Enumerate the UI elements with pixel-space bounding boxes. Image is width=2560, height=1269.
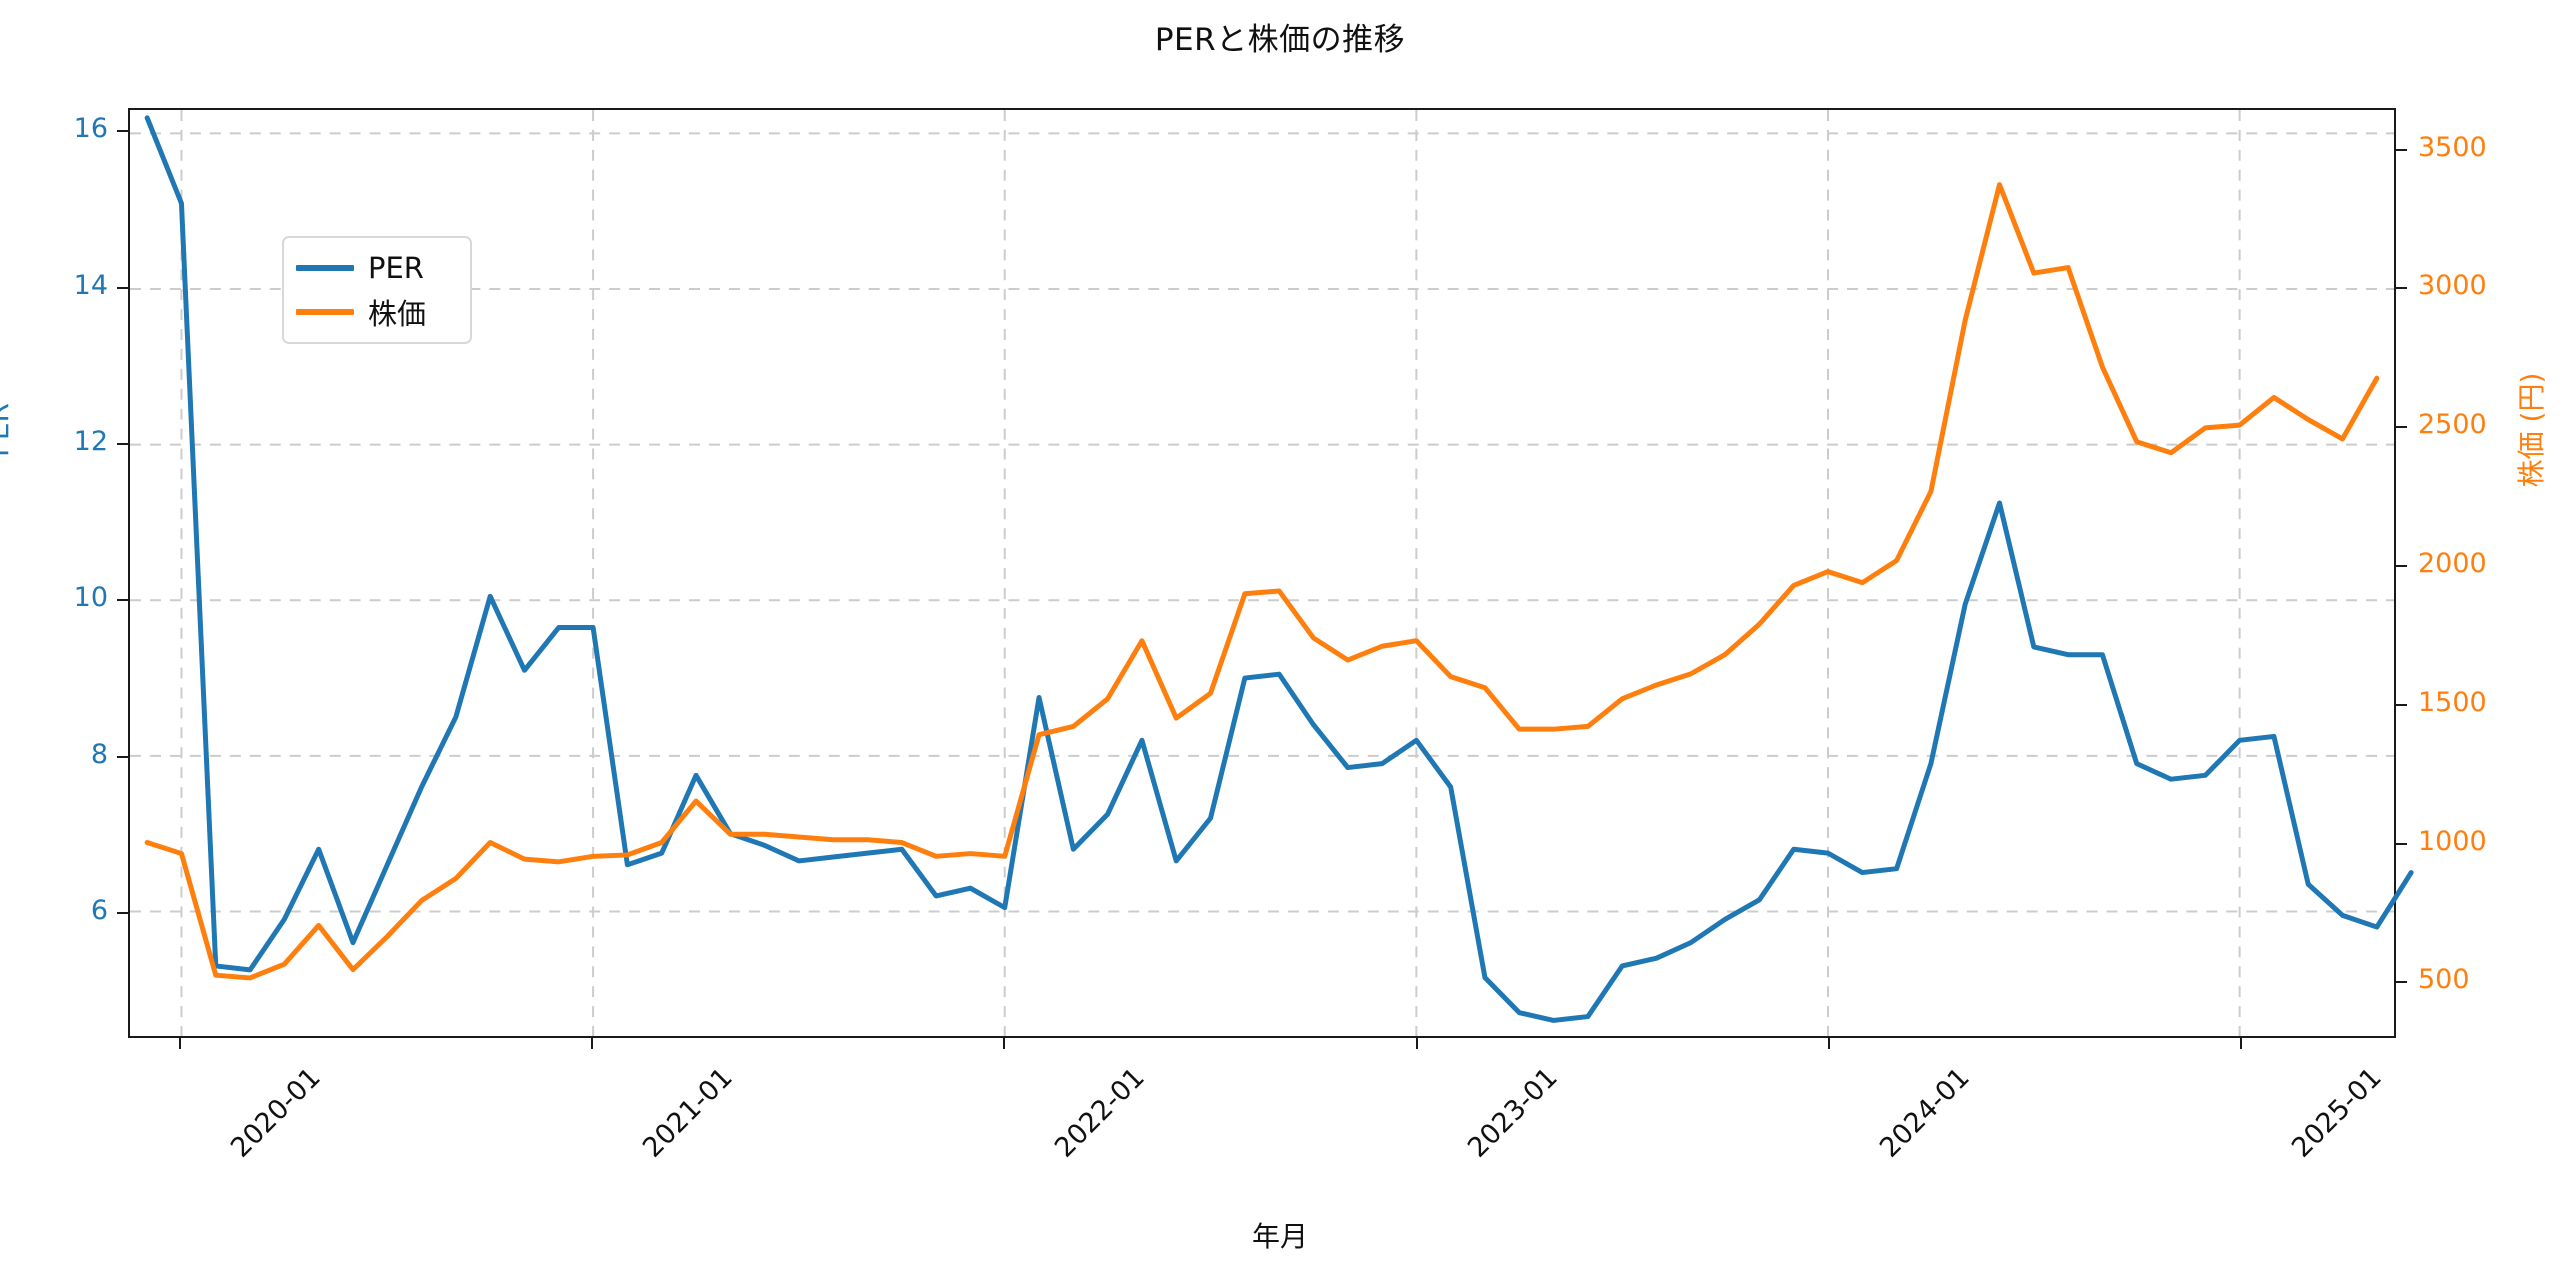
y-left-tick-mark [117, 599, 128, 602]
plot-area: PER 株価 [128, 108, 2414, 1038]
x-tick-label: 2025-01 [2286, 1062, 2389, 1164]
y-left-tick-label: 10 [73, 582, 108, 614]
y-left-tick-label: 6 [90, 894, 108, 926]
y-axis-right-title: 株価 (円) [2515, 372, 2548, 488]
y-right-tick-mark [2396, 703, 2407, 706]
legend-item-per[interactable]: PER [296, 246, 458, 290]
y-right-tick-label: 3000 [2418, 270, 2487, 302]
grid-layer [130, 110, 2394, 1036]
x-tick-mark [1003, 1038, 1006, 1049]
y-left-tick-mark [117, 130, 128, 133]
y-right-tick-label: 500 [2418, 964, 2470, 996]
y-right-tick-label: 2000 [2418, 548, 2487, 580]
y-right-tick-mark [2396, 148, 2407, 151]
x-tick-mark [178, 1038, 181, 1049]
y-right-tick-mark [2396, 287, 2407, 290]
y-left-tick-mark [117, 443, 128, 446]
page-title: PERと株価の推移 [1154, 22, 1406, 58]
x-tick-label: 2023-01 [1461, 1062, 1564, 1164]
x-tick-mark [1415, 1038, 1418, 1049]
y-left-tick-label: 12 [73, 426, 108, 458]
x-tick-mark [1828, 1038, 1830, 1049]
y-right-tick-mark [2396, 426, 2407, 429]
y-left-tick-label: 16 [73, 113, 108, 145]
y-left-tick-label: 14 [73, 269, 108, 301]
legend-item-price[interactable]: 株価 [296, 290, 458, 334]
y-right-tick-label: 3500 [2418, 131, 2487, 163]
x-tick-label: 2020-01 [224, 1062, 327, 1164]
y-right-tick-mark [2396, 981, 2407, 984]
y-right-tick-label: 2500 [2418, 409, 2487, 441]
x-axis-title: 年月 [1251, 1220, 1308, 1253]
series-line-PER [144, 115, 2414, 1023]
x-tick-mark [590, 1038, 593, 1049]
series-line-株価 [144, 182, 2380, 981]
y-left-tick-mark [117, 286, 128, 289]
y-right-tick-mark [2396, 565, 2407, 568]
x-tick-label: 2024-01 [1874, 1062, 1976, 1164]
legend-swatch-per [296, 265, 354, 271]
x-tick-label: 2022-01 [1049, 1062, 1151, 1164]
y-left-tick-mark [117, 755, 128, 758]
series-layer [144, 115, 2414, 1023]
x-tick-mark [2240, 1038, 2243, 1049]
x-tick-label: 2021-01 [636, 1062, 739, 1164]
y-left-tick-mark [117, 911, 128, 914]
y-right-tick-label: 1000 [2418, 825, 2487, 857]
legend-label-per: PER [368, 251, 424, 285]
legend-label-price: 株価 [368, 297, 427, 331]
chart-legend: PER 株価 [282, 236, 472, 344]
y-left-tick-label: 8 [90, 738, 108, 770]
y-axis-left-title: PER [0, 402, 15, 458]
legend-swatch-price [296, 309, 354, 315]
y-right-tick-label: 1500 [2418, 686, 2487, 718]
y-right-tick-mark [2396, 842, 2407, 845]
